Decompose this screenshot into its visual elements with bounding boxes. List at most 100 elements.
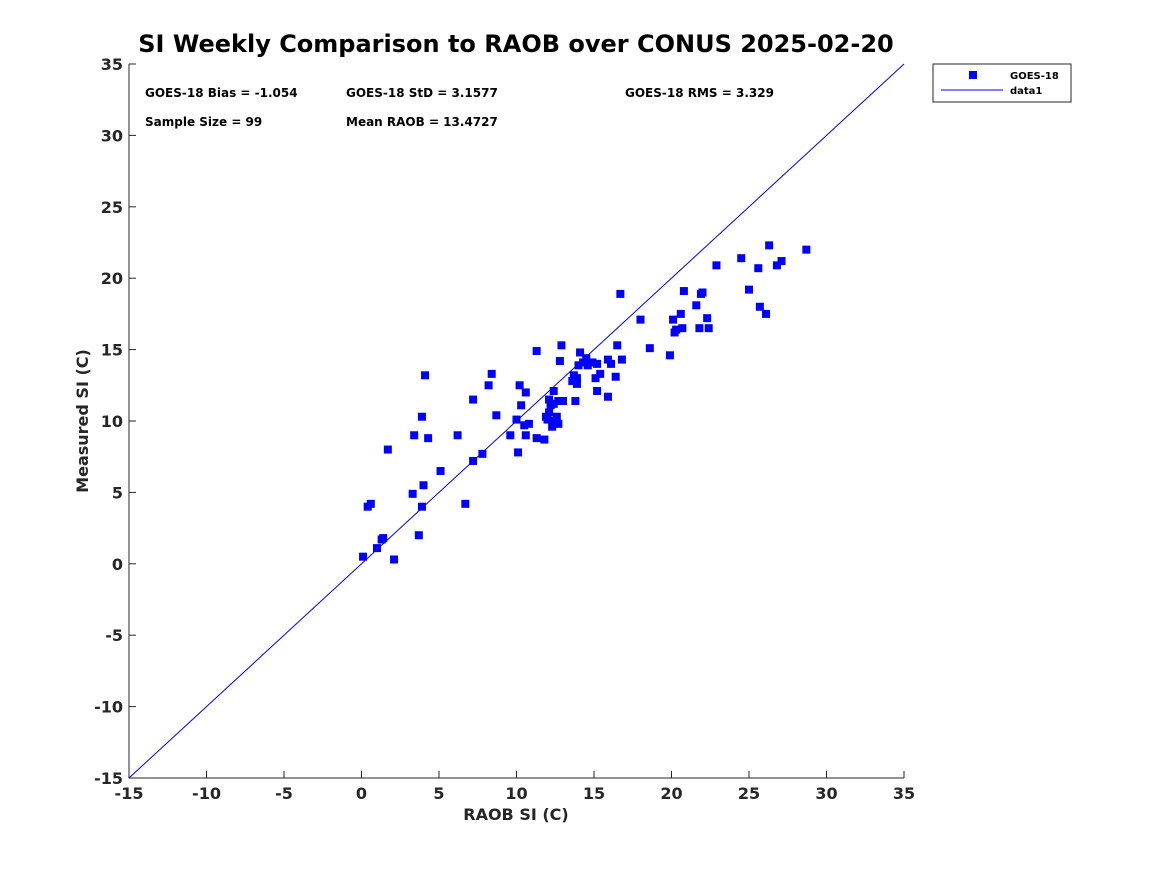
scatter-point xyxy=(421,371,430,380)
scatter-point xyxy=(532,347,541,356)
scatter-point xyxy=(549,399,558,408)
scatter-point xyxy=(676,309,685,318)
scatter-point xyxy=(802,245,811,254)
scatter-point xyxy=(366,499,375,508)
scatter-point xyxy=(579,358,588,367)
stats-annotations: GOES-18 Bias = -1.054 GOES-18 StD = 3.15… xyxy=(145,86,774,129)
scatter-point xyxy=(568,377,577,386)
scatter-point xyxy=(678,324,687,333)
scatter-point xyxy=(593,387,602,396)
scatter-point xyxy=(552,412,561,421)
scatter-point xyxy=(593,359,602,368)
stat-bias: GOES-18 Bias = -1.054 xyxy=(145,86,298,100)
y-tick-label: 30 xyxy=(101,126,123,145)
scatter-point xyxy=(645,344,654,353)
scatter-point xyxy=(410,431,419,440)
scatter-point xyxy=(695,324,704,333)
scatter-point xyxy=(596,369,605,378)
scatter-point xyxy=(540,435,549,444)
y-ticks: -15 -10 -5 0 5 10 15 20 25 30 35 xyxy=(94,55,136,788)
scatter-point xyxy=(383,445,392,454)
scatter-point xyxy=(572,374,581,383)
y-axis-label: Measured SI (C) xyxy=(73,349,92,493)
scatter-point xyxy=(765,241,774,250)
axes: -15 -10 -5 0 5 10 15 20 25 30 35 -15 -10 -5 0 5 10 15 20 2… xyxy=(94,55,915,803)
scatter-point xyxy=(679,287,688,296)
x-tick-label: 30 xyxy=(815,784,837,803)
scatter-point xyxy=(521,431,530,440)
scatter-point xyxy=(672,325,681,334)
legend-label-goes18: GOES-18 xyxy=(1010,71,1059,82)
scatter-point xyxy=(555,357,564,366)
x-axis-label: RAOB SI (C) xyxy=(463,805,568,824)
scatter-point xyxy=(669,315,678,324)
scatter-point xyxy=(607,359,616,368)
scatter-point xyxy=(469,395,478,404)
scatter-point xyxy=(512,415,521,424)
plot-area xyxy=(128,63,905,779)
scatter-point xyxy=(576,348,585,357)
scatter-point xyxy=(611,372,620,381)
scatter-series-goes18 xyxy=(359,241,811,564)
x-tick-label: 20 xyxy=(660,784,682,803)
scatter-point xyxy=(532,434,541,443)
legend: GOES-18 data1 xyxy=(932,63,1072,103)
y-tick-label: 5 xyxy=(112,483,123,502)
scatter-point xyxy=(514,448,523,457)
scatter-point xyxy=(603,355,612,364)
scatter-point xyxy=(572,379,581,388)
scatter-point xyxy=(745,285,753,294)
scatter-point xyxy=(478,449,487,458)
scatter-point xyxy=(704,324,713,333)
scatter-point xyxy=(777,257,786,266)
legend-label-data1: data1 xyxy=(1010,86,1042,97)
scatter-point xyxy=(613,341,622,350)
x-tick-label: 0 xyxy=(356,784,367,803)
y-tick-label: 10 xyxy=(101,412,123,431)
scatter-point xyxy=(754,264,763,273)
scatter-point xyxy=(461,499,470,508)
scatter-point xyxy=(453,431,462,440)
y-tick-label: -10 xyxy=(94,698,123,717)
scatter-point xyxy=(574,361,583,370)
scatter-point xyxy=(554,419,563,428)
scatter-point xyxy=(424,434,433,443)
scatter-point xyxy=(545,408,554,417)
scatter-point xyxy=(359,552,368,561)
scatter-point xyxy=(373,544,381,553)
scatter-point xyxy=(517,401,526,410)
scatter-point xyxy=(417,412,426,421)
scatter-point xyxy=(524,419,533,428)
y-tick-label: 20 xyxy=(101,269,123,288)
x-ticks: -15 -10 -5 0 5 10 15 20 25 30 35 xyxy=(115,771,915,803)
scatter-point xyxy=(408,489,417,498)
scatter-point xyxy=(436,466,445,475)
scatter-point xyxy=(390,555,399,564)
scatter-point xyxy=(762,309,771,318)
y-tick-label: 25 xyxy=(101,198,123,217)
scatter-point xyxy=(772,261,781,270)
scatter-point xyxy=(636,315,645,324)
y-tick-label: 35 xyxy=(101,55,123,74)
scatter-point xyxy=(591,374,600,383)
scatter-point xyxy=(515,381,524,390)
scatter-point xyxy=(545,395,554,404)
chart-title: SI Weekly Comparison to RAOB over CONUS … xyxy=(138,30,893,58)
scatter-point xyxy=(484,381,493,390)
scatter-point xyxy=(520,421,529,430)
scatter-point xyxy=(419,481,428,490)
stat-rms: GOES-18 RMS = 3.329 xyxy=(625,86,774,100)
scatter-point xyxy=(665,351,674,360)
y-tick-label: -5 xyxy=(105,626,123,645)
scatter-point xyxy=(582,354,591,363)
scatter-point xyxy=(487,369,496,378)
scatter-point xyxy=(543,415,552,424)
x-tick-label: 5 xyxy=(433,784,444,803)
stat-std: GOES-18 StD = 3.1577 xyxy=(346,86,498,100)
scatter-point xyxy=(554,397,563,406)
scatter-point xyxy=(703,314,712,323)
scatter-point xyxy=(557,341,566,350)
scatter-point xyxy=(755,302,764,311)
